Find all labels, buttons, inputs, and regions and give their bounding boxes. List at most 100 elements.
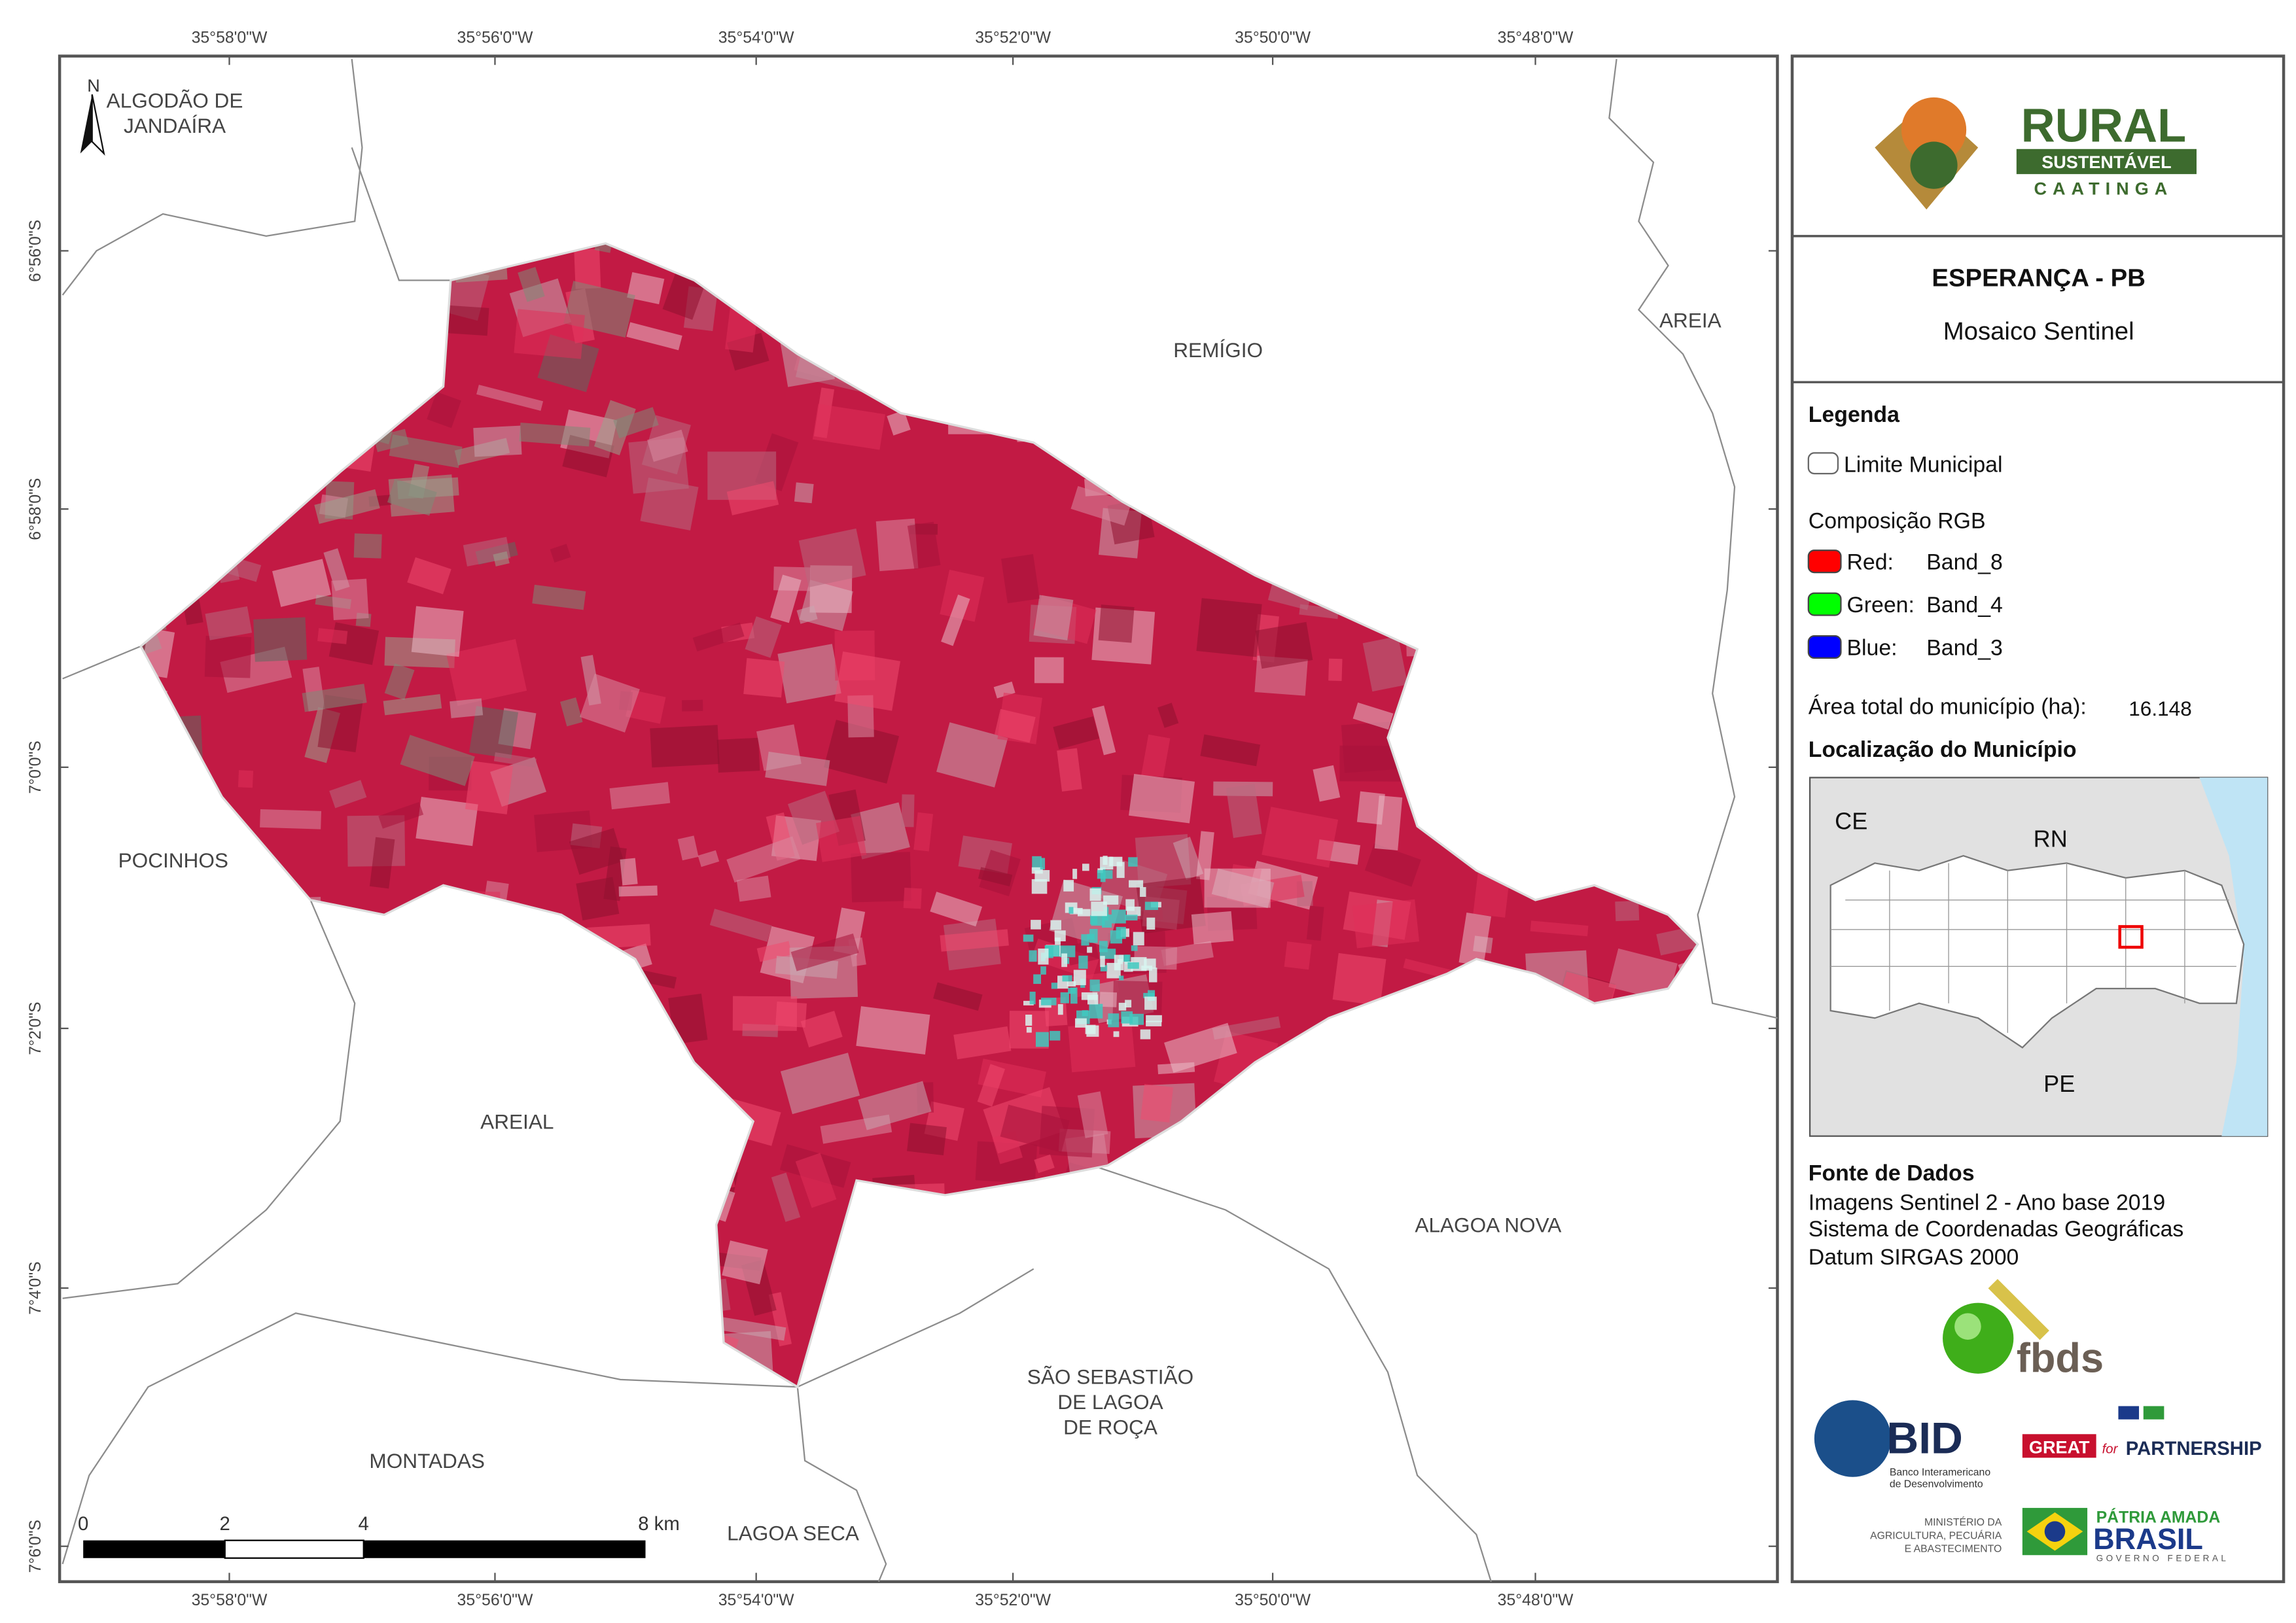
fbds-logo: fbds (1943, 1279, 2104, 1382)
mosaic-patch (800, 1011, 843, 1048)
band-channel: Blue: (1846, 635, 1897, 660)
mosaic-patch (1157, 1062, 1195, 1075)
mosaic-patch (468, 706, 519, 759)
urban-patch (1069, 907, 1074, 914)
place-label: MONTADAS (369, 1449, 485, 1473)
mosaic-patch (907, 1123, 947, 1156)
legend-heading: Legenda (1809, 402, 1900, 427)
mosaic-patch (314, 489, 380, 524)
urban-patch (1111, 909, 1126, 924)
urban-patch (1146, 1015, 1162, 1022)
mosaic-patch (1364, 843, 1421, 887)
mosaic-patch (1255, 621, 1313, 669)
mosaic-patch (205, 606, 253, 640)
urban-patch (1062, 975, 1072, 982)
mosaic-patch (790, 933, 859, 971)
urban-patch (1050, 1030, 1061, 1041)
urban-patch (1144, 996, 1157, 1010)
mosaic-patch (620, 858, 638, 886)
lon-label: 35°54'0"W (718, 29, 794, 46)
great-for: for (2102, 1442, 2119, 1457)
mosaic-patch (389, 434, 463, 468)
mosaic-patch (569, 828, 624, 875)
mosaic-patch (627, 272, 665, 305)
urban-patch (1140, 887, 1146, 897)
place-label: POCINHOS (118, 848, 228, 872)
mosaic-patch (1053, 716, 1099, 750)
urban-patch (1038, 949, 1049, 965)
mosaic-patch (692, 622, 745, 652)
mosaic-patch (1140, 1084, 1174, 1123)
mosaic-patch (940, 929, 1009, 952)
mosaic-patch (851, 852, 911, 903)
mosaic-patch (812, 404, 885, 450)
mosaic-patch (465, 761, 514, 814)
logo-title: RURAL (2021, 100, 2187, 152)
urban-patch (1103, 856, 1108, 865)
graticule-labels: 35°58'0"W 35°58'0"W 35°56'0"W 35°56'0"W 35°5… (27, 29, 1778, 1609)
mosaic-patch (856, 1006, 930, 1055)
urban-patch (1035, 1032, 1049, 1047)
mosaic-patch (1191, 911, 1234, 945)
lon-label: 35°50'0"W (1235, 1592, 1311, 1609)
mosaic-patch (1068, 1021, 1136, 1073)
mosaic-patch (1057, 748, 1082, 792)
north-arrow: N (80, 76, 105, 156)
mosaic-patch (1196, 831, 1214, 881)
map-subtitle: Mosaico Sentinel (1943, 317, 2134, 345)
urban-patch (1114, 954, 1124, 971)
urban-patch (1133, 932, 1144, 946)
urban-patch (1082, 864, 1089, 871)
urban-patch (1089, 1003, 1103, 1019)
urban-patch (1091, 901, 1107, 916)
mosaic-patch (378, 801, 424, 829)
source-line: Imagens Sentinel 2 - Ano base 2019 (1809, 1190, 2165, 1215)
mosaic-patch (1000, 554, 1040, 604)
mosaic-patch (901, 794, 915, 828)
urban-patch (1100, 965, 1108, 971)
mosaic-patch (1034, 657, 1064, 684)
scale-label: 2 (220, 1513, 230, 1535)
mosaic-patch (1157, 703, 1179, 728)
bid-logo: BID Banco Interamericano de Desenvolvime… (1814, 1400, 1990, 1490)
inset-label: RN (2034, 826, 2068, 852)
urban-patch (1124, 954, 1131, 965)
mosaic-patch (815, 816, 867, 862)
mosaic-patch (978, 867, 1013, 887)
mosaic-patch (317, 628, 348, 644)
urban-patch (1054, 930, 1066, 941)
lon-label: 35°54'0"W (718, 1592, 794, 1609)
mosaic-patch (771, 1172, 801, 1222)
mosaic-patch (574, 249, 601, 289)
mosaic-patch (1033, 595, 1074, 640)
lat-label: 6°56'0"S (27, 220, 44, 282)
urban-patch (1031, 879, 1048, 894)
mosaic-patch (1226, 784, 1262, 839)
mosaic-patch (698, 850, 720, 867)
mosaic-patch (1070, 485, 1132, 526)
place-label: REMÍGIO (1173, 338, 1263, 362)
mosaic-patch (1656, 921, 1698, 956)
mosaic-patch (736, 875, 771, 902)
patria: PÁTRIA AMADA (2096, 1509, 2221, 1527)
urban-patch (1060, 992, 1069, 1003)
mosaic-patch (238, 770, 254, 788)
mosaic-patch (331, 578, 369, 621)
mosaic-patch (514, 309, 585, 359)
mosaic-patch (936, 722, 1008, 788)
urban-patch (1118, 1002, 1127, 1011)
mosaic-patch (677, 835, 699, 861)
urban-patch (1073, 969, 1086, 985)
mosaic-patch (930, 892, 983, 927)
mosaic-patch (384, 663, 415, 700)
place-label: DE ROÇA (1063, 1415, 1157, 1439)
mosaic-patch (427, 392, 461, 428)
band-name: Band_4 (1926, 593, 2003, 618)
urban-patch (1061, 953, 1067, 968)
source-line: Datum SIRGAS 2000 (1809, 1245, 2019, 1270)
mosaic-patch (353, 533, 382, 559)
urban-patch (1089, 979, 1100, 992)
urban-patch (1029, 950, 1037, 962)
mosaic-patch (682, 699, 703, 712)
mosaic-patch (732, 996, 798, 1031)
